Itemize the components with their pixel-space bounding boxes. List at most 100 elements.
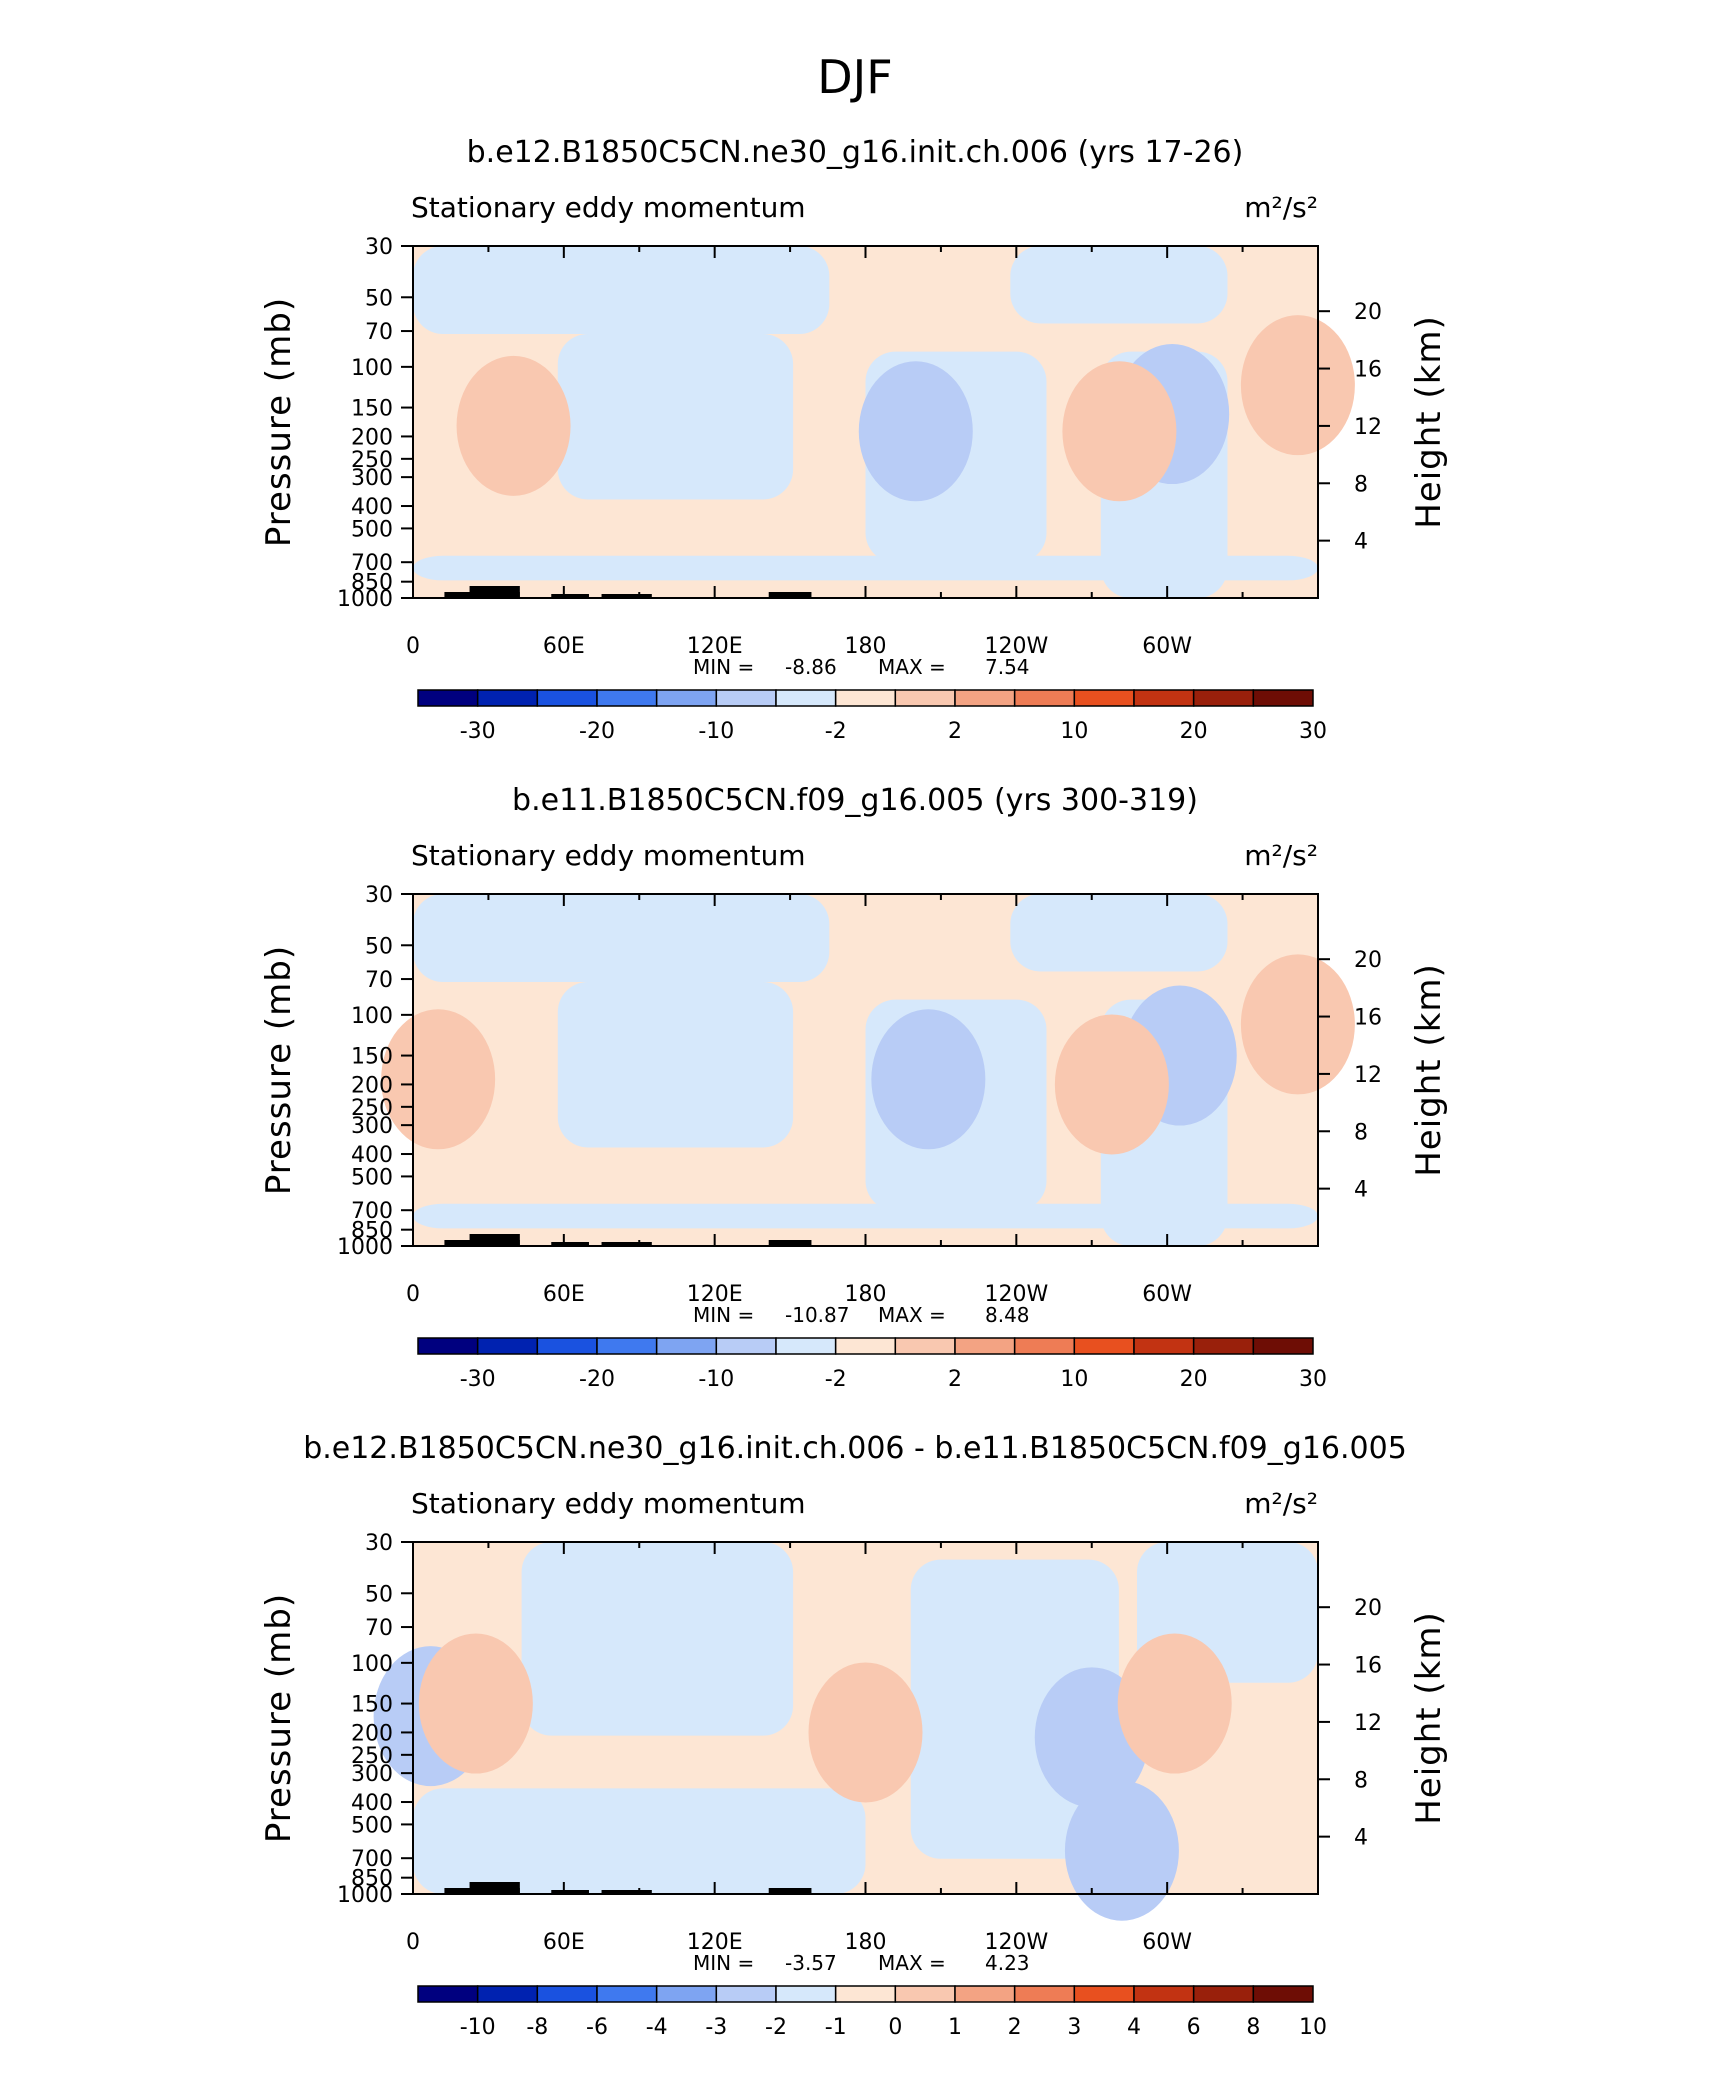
colorbar-swatch <box>655 1337 718 1355</box>
y-tick-label: 500 <box>351 1165 393 1190</box>
y-axis-right: 4 8 12 16 20 Height (km) <box>1318 1596 1449 1851</box>
colorbar-label: 30 <box>1299 719 1327 744</box>
topography-block <box>551 1242 589 1246</box>
y-tick-label: 100 <box>351 1004 393 1029</box>
colorbar-label: 4 <box>1127 2015 1141 2040</box>
colorbar-label: -20 <box>579 719 615 744</box>
y-right-tick-label: 4 <box>1354 1826 1368 1851</box>
y-tick-label: 200 <box>351 1721 393 1746</box>
y-tick-label: 150 <box>351 397 393 422</box>
x-tick-label: 120E <box>687 1282 743 1307</box>
colorbar-swatch <box>775 689 837 707</box>
colorbar-label: 6 <box>1187 2015 1201 2040</box>
contour-blob <box>1054 1014 1169 1155</box>
max-value: 7.54 <box>985 655 1030 679</box>
topography-block <box>469 1234 520 1246</box>
colorbar-label: 10 <box>1060 719 1088 744</box>
colorbar-swatch <box>715 1337 777 1355</box>
y-tick-label: 200 <box>351 425 393 450</box>
y-right-tick-label: 20 <box>1354 1596 1382 1621</box>
colorbar-swatch <box>476 689 539 707</box>
colorbar-swatch <box>894 1337 956 1355</box>
y-tick-label: 700 <box>351 551 393 576</box>
colorbar-label: -30 <box>460 719 496 744</box>
x-axis: 0 60E 120E 180 120W 60W <box>406 894 1244 1307</box>
chart-panel-2: b.e11.B1850C5CN.f09_g16.005 (yrs 300-319… <box>259 783 1449 1392</box>
colorbar-swatch <box>1013 689 1076 707</box>
topography-block <box>601 1890 652 1894</box>
x-tick-label: 120W <box>984 634 1048 659</box>
colorbar-label: 8 <box>1246 2015 1260 2040</box>
colorbar-label: 10 <box>1299 2015 1327 2040</box>
contour-blob <box>1064 1780 1179 1921</box>
y-axis-right-label: Height (km) <box>1409 963 1449 1177</box>
neutral-band <box>413 555 1318 581</box>
y-right-tick-label: 16 <box>1354 1654 1382 1679</box>
y-tick-label: 250 <box>351 448 393 473</box>
x-tick-label: 120E <box>687 1930 743 1955</box>
y-tick-label: 700 <box>351 1847 393 1872</box>
y-tick-label: 200 <box>351 1073 393 1098</box>
colorbar-label: 1 <box>948 2015 962 2040</box>
neutral-band <box>1010 894 1228 972</box>
x-axis: 0 60E 120E 180 120W 60W <box>406 246 1244 659</box>
colorbar-swatch <box>596 1985 658 2003</box>
colorbar-swatch <box>775 1985 837 2003</box>
contour-features <box>373 1633 1232 1921</box>
max-value: 4.23 <box>985 1951 1030 1975</box>
y-axis-right-label: Height (km) <box>1409 315 1449 529</box>
y-axis-right: 4 8 12 16 20 Height (km) <box>1318 300 1449 555</box>
colorbar-label: -2 <box>765 2015 787 2040</box>
colorbar-swatch <box>1073 1985 1135 2003</box>
panel-title: b.e11.B1850C5CN.f09_g16.005 (yrs 300-319… <box>512 783 1198 818</box>
colorbar-swatch <box>417 1985 479 2003</box>
min-max-readout: MIN = -8.86 MAX = 7.54 <box>693 655 1030 679</box>
colorbar-label: 3 <box>1067 2015 1081 2040</box>
y-tick-label: 300 <box>351 466 393 491</box>
panel-subtitle-left: Stationary eddy momentum <box>411 839 806 872</box>
min-value: -10.87 <box>785 1303 849 1327</box>
y-axis-label: Pressure (mb) <box>259 297 299 547</box>
contour-blob <box>858 361 973 502</box>
panel-units: m²/s² <box>1244 191 1318 224</box>
colorbar-label: -3 <box>705 2015 727 2040</box>
y-right-tick-label: 4 <box>1354 1178 1368 1203</box>
contour-blob <box>1240 954 1355 1095</box>
colorbar-swatch <box>1133 689 1195 707</box>
x-axis: 0 60E 120E 180 120W 60W <box>406 1542 1244 1955</box>
y-axis-right: 4 8 12 16 20 Height (km) <box>1318 948 1449 1203</box>
contour-features <box>456 315 1355 502</box>
y-right-tick-label: 20 <box>1354 300 1382 325</box>
y-tick-label: 100 <box>351 356 393 381</box>
y-right-tick-label: 12 <box>1354 1063 1382 1088</box>
colorbar-label: -10 <box>460 2015 496 2040</box>
y-tick-label: 30 <box>365 1531 393 1556</box>
y-tick-label: 850 <box>351 571 393 596</box>
y-tick-label: 30 <box>365 883 393 908</box>
x-tick-label: 60E <box>543 1282 585 1307</box>
colorbar-swatch <box>954 689 1016 707</box>
max-label: MAX = <box>878 655 946 679</box>
y-right-tick-label: 8 <box>1354 1768 1368 1793</box>
y-tick-label: 500 <box>351 1813 393 1838</box>
colorbar-swatch <box>775 1337 837 1355</box>
y-tick-label: 50 <box>365 934 393 959</box>
figure-title: DJF <box>817 50 892 104</box>
y-tick-label: 400 <box>351 1791 393 1816</box>
panel-subtitle-left: Stationary eddy momentum <box>411 1487 806 1520</box>
colorbar-swatch <box>536 689 598 707</box>
y-tick-label: 150 <box>351 1045 393 1070</box>
x-tick-label: 180 <box>845 634 887 659</box>
max-label: MAX = <box>878 1951 946 1975</box>
colorbar-label: -1 <box>825 2015 847 2040</box>
topography-block <box>551 1890 589 1894</box>
y-tick-label: 30 <box>365 235 393 260</box>
colorbar-swatch <box>1192 689 1255 707</box>
colorbar-swatch <box>596 1337 658 1355</box>
y-tick-label: 300 <box>351 1762 393 1787</box>
colorbar-swatch <box>1192 1337 1255 1355</box>
y-tick-label: 850 <box>351 1867 393 1892</box>
colorbar-swatch <box>1013 1985 1076 2003</box>
